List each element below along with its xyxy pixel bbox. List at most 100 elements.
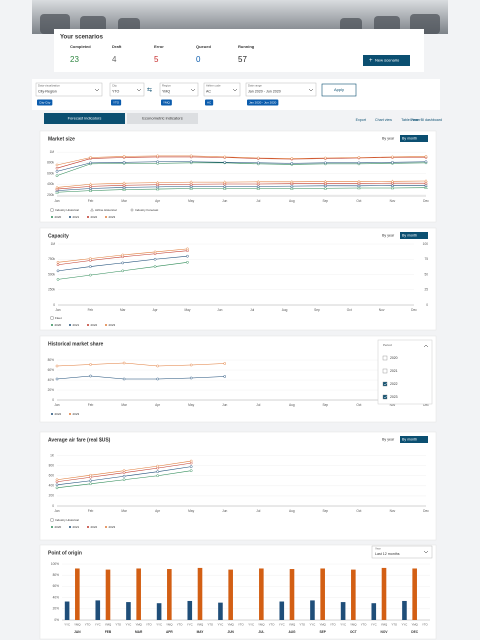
y2-tick-label: 25 bbox=[424, 288, 428, 292]
field-value[interactable]: YMQ bbox=[162, 89, 170, 93]
data-point bbox=[290, 157, 294, 160]
view-link[interactable]: Chart view bbox=[375, 118, 392, 122]
swap-icon[interactable]: ⇆ bbox=[147, 87, 152, 94]
toggle-active[interactable] bbox=[400, 232, 428, 239]
series-line bbox=[56, 161, 427, 172]
dropdown[interactable] bbox=[109, 82, 145, 97]
chevron bbox=[190, 88, 196, 92]
legend-label: 2022 bbox=[91, 323, 98, 327]
data-point bbox=[189, 469, 193, 472]
x-tick-label: Apr bbox=[155, 199, 161, 203]
field-value[interactable]: Jan 2020 - Jun 2020 bbox=[248, 89, 281, 93]
tab-label[interactable]: Econometric indicators bbox=[142, 116, 182, 121]
data-point bbox=[55, 170, 59, 173]
legend-marker bbox=[50, 316, 54, 320]
field-value[interactable]: City-Region bbox=[38, 89, 57, 93]
data-point bbox=[424, 185, 428, 189]
toggle-option[interactable]: By month bbox=[402, 136, 417, 140]
apply-label[interactable]: Apply bbox=[334, 87, 344, 92]
data-point bbox=[121, 269, 125, 273]
checkbox[interactable] bbox=[382, 394, 388, 400]
field-value[interactable]: AC bbox=[206, 89, 211, 93]
data-point bbox=[424, 183, 428, 187]
data-point bbox=[189, 184, 193, 188]
x-tick-label: Sep bbox=[323, 403, 329, 407]
toggle-option[interactable]: By year bbox=[382, 437, 395, 441]
data-point bbox=[357, 184, 361, 188]
legend-label: 2022 bbox=[55, 412, 62, 416]
toggle-option[interactable]: By year bbox=[382, 136, 395, 140]
period-option[interactable]: 2022 bbox=[390, 382, 398, 386]
data-point bbox=[153, 265, 157, 268]
data-point bbox=[88, 184, 93, 188]
data-point bbox=[156, 464, 159, 468]
legend-label: 2020 bbox=[55, 215, 62, 219]
legend-label: 2023 bbox=[109, 323, 116, 327]
chevron bbox=[136, 88, 142, 92]
period-option[interactable]: 2023 bbox=[390, 395, 398, 399]
year-value[interactable]: Last 12 months bbox=[375, 552, 400, 556]
view-link[interactable]: Table view bbox=[401, 118, 418, 122]
bar bbox=[310, 600, 315, 620]
checkbox[interactable] bbox=[382, 381, 388, 387]
x-tick-label: Dec bbox=[423, 509, 429, 513]
new-scenario-label[interactable]: New scenario bbox=[375, 58, 400, 63]
checkbox[interactable] bbox=[382, 368, 388, 374]
data-point bbox=[55, 364, 59, 368]
toggle-active[interactable] bbox=[400, 436, 428, 443]
apply-button[interactable] bbox=[321, 83, 357, 97]
data-point bbox=[153, 250, 157, 254]
x-tick-label: Nov bbox=[390, 403, 396, 407]
toggle-option[interactable]: By year bbox=[382, 233, 395, 237]
data-point bbox=[55, 188, 59, 192]
checkbox[interactable] bbox=[382, 355, 388, 361]
data-point bbox=[88, 182, 93, 186]
data-point bbox=[189, 182, 193, 186]
data-point bbox=[223, 375, 227, 378]
data-point bbox=[357, 181, 361, 185]
month-label: SEP bbox=[319, 630, 326, 634]
tab[interactable] bbox=[127, 113, 198, 124]
legend-dot bbox=[69, 526, 71, 528]
bar-label: YYC bbox=[340, 623, 346, 627]
view-link[interactable]: PowerBI dashboard bbox=[410, 118, 442, 122]
tab[interactable] bbox=[44, 113, 125, 124]
y-tick-label: 800 bbox=[49, 463, 55, 467]
period-option[interactable]: 2021 bbox=[390, 369, 398, 373]
dropdown[interactable] bbox=[159, 82, 199, 97]
series-line bbox=[56, 162, 427, 176]
dropdown[interactable] bbox=[35, 82, 103, 97]
legend-label: 2021 bbox=[73, 525, 80, 529]
bar-label: YYC bbox=[371, 623, 377, 627]
plus-icon: + bbox=[369, 58, 373, 64]
dropdown[interactable] bbox=[203, 82, 241, 97]
chart-title: Average air fare (real $US) bbox=[48, 437, 111, 443]
x-tick-label: Feb bbox=[88, 308, 94, 312]
new-scenario-button[interactable] bbox=[363, 55, 410, 66]
legend-label: 2023 bbox=[109, 525, 116, 529]
data-point bbox=[222, 180, 227, 184]
year-dropdown[interactable] bbox=[371, 545, 433, 559]
legend-dot bbox=[51, 216, 53, 218]
x-tick-label: May bbox=[188, 509, 194, 513]
x-tick-label: Nov bbox=[390, 199, 396, 203]
field-label: Airline code bbox=[206, 84, 221, 88]
x-tick-label: Mar bbox=[121, 199, 127, 203]
data-point bbox=[122, 181, 126, 185]
dropdown[interactable] bbox=[245, 82, 317, 97]
toggle-active[interactable] bbox=[400, 135, 428, 142]
field-label: City bbox=[112, 84, 117, 88]
x-tick-label: Jun bbox=[217, 308, 222, 312]
data-point bbox=[290, 162, 294, 165]
data-point bbox=[323, 179, 328, 183]
chevron bbox=[308, 88, 314, 92]
data-point bbox=[156, 470, 159, 474]
field-value[interactable]: YTO bbox=[112, 89, 120, 93]
toggle-option[interactable]: By month bbox=[402, 233, 417, 237]
x-tick-label: May bbox=[188, 199, 194, 203]
tab-label[interactable]: Forecast indicators bbox=[68, 116, 102, 121]
period-option[interactable]: 2020 bbox=[390, 356, 398, 360]
toggle-option[interactable]: By month bbox=[402, 437, 417, 441]
view-link[interactable]: Export bbox=[356, 118, 366, 122]
chevron bbox=[94, 88, 100, 92]
